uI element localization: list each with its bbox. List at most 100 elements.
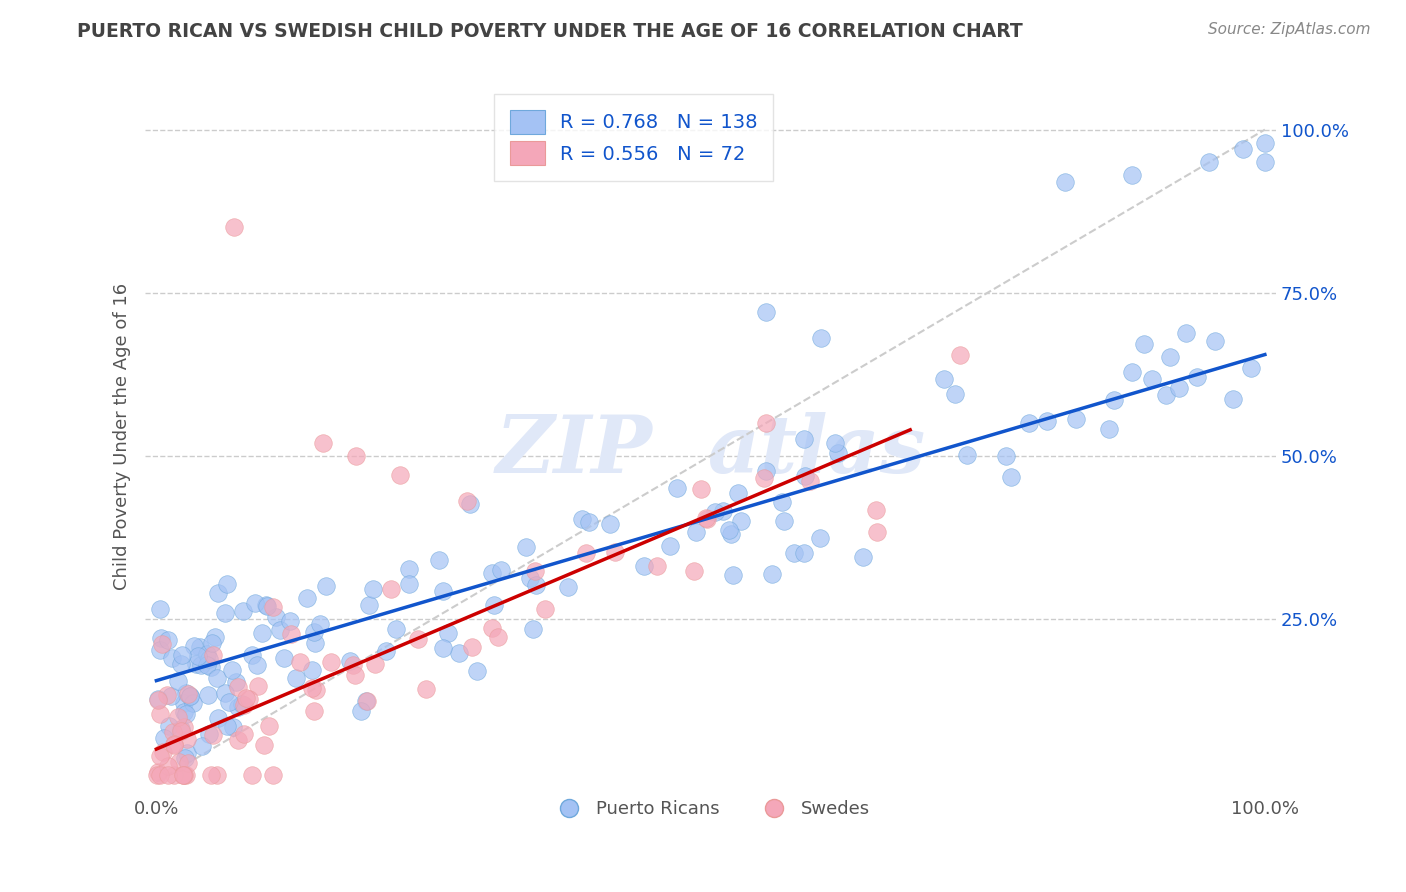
Point: [721, 568, 744, 582]
Point: [195, 658, 218, 673]
Point: [264, 609, 287, 624]
Point: [177, 756, 200, 771]
Point: [222, 720, 245, 734]
Legend: Puerto Ricans, Swedes: Puerto Ricans, Swedes: [544, 793, 877, 825]
Point: [343, 667, 366, 681]
Point: [482, 598, 505, 612]
Point: [1102, 393, 1125, 408]
Point: [200, 660, 222, 674]
Point: [152, 744, 174, 758]
Point: [301, 663, 323, 677]
Point: [436, 625, 458, 640]
Point: [432, 640, 454, 655]
Point: [290, 655, 312, 669]
Point: [145, 768, 167, 782]
Point: [852, 549, 875, 564]
Point: [571, 512, 593, 526]
Point: [456, 494, 478, 508]
Point: [1098, 421, 1121, 435]
Point: [603, 545, 626, 559]
Point: [522, 623, 544, 637]
Point: [156, 759, 179, 773]
Point: [191, 739, 214, 754]
Point: [526, 578, 548, 592]
Point: [304, 636, 326, 650]
Point: [172, 768, 194, 782]
Point: [176, 731, 198, 746]
Point: [1121, 365, 1143, 379]
Point: [557, 580, 579, 594]
Point: [146, 691, 169, 706]
Point: [695, 511, 717, 525]
Point: [256, 599, 278, 613]
Point: [257, 719, 280, 733]
Point: [344, 449, 367, 463]
Point: [465, 664, 488, 678]
Point: [186, 657, 208, 672]
Point: [305, 683, 328, 698]
Point: [246, 679, 269, 693]
Text: PUERTO RICAN VS SWEDISH CHILD POVERTY UNDER THE AGE OF 16 CORRELATION CHART: PUERTO RICAN VS SWEDISH CHILD POVERTY UN…: [77, 22, 1024, 41]
Point: [231, 697, 253, 711]
Point: [321, 655, 343, 669]
Point: [217, 719, 239, 733]
Point: [380, 582, 402, 596]
Point: [188, 640, 211, 655]
Point: [269, 623, 291, 637]
Point: [149, 707, 172, 722]
Point: [415, 681, 437, 696]
Point: [808, 532, 831, 546]
Point: [149, 631, 172, 645]
Point: [183, 639, 205, 653]
Point: [146, 764, 169, 779]
Point: [176, 707, 198, 722]
Point: [1054, 175, 1077, 189]
Point: [356, 693, 378, 707]
Point: [824, 436, 846, 450]
Point: [827, 446, 849, 460]
Point: [222, 220, 245, 235]
Point: [228, 681, 250, 695]
Point: [1168, 381, 1191, 395]
Point: [262, 599, 284, 614]
Point: [187, 648, 209, 663]
Point: [1064, 411, 1087, 425]
Point: [207, 671, 229, 685]
Point: [304, 625, 326, 640]
Point: [1018, 416, 1040, 430]
Point: [162, 651, 184, 665]
Point: [1159, 350, 1181, 364]
Point: [755, 305, 778, 319]
Point: [865, 503, 887, 517]
Point: [170, 657, 193, 672]
Point: [575, 546, 598, 560]
Point: [173, 720, 195, 734]
Point: [460, 640, 482, 655]
Point: [177, 687, 200, 701]
Point: [273, 651, 295, 665]
Text: ZIP  atlas: ZIP atlas: [495, 412, 925, 489]
Point: [176, 746, 198, 760]
Point: [295, 591, 318, 605]
Point: [162, 737, 184, 751]
Point: [183, 696, 205, 710]
Point: [659, 539, 682, 553]
Point: [932, 371, 955, 385]
Point: [302, 704, 325, 718]
Point: [458, 497, 481, 511]
Point: [647, 559, 669, 574]
Y-axis label: Child Poverty Under the Age of 16: Child Poverty Under the Age of 16: [114, 283, 131, 590]
Point: [205, 768, 228, 782]
Point: [515, 540, 537, 554]
Point: [447, 646, 470, 660]
Point: [682, 564, 704, 578]
Point: [278, 614, 301, 628]
Point: [481, 566, 503, 580]
Point: [398, 562, 420, 576]
Point: [1254, 155, 1277, 169]
Point: [406, 632, 429, 646]
Point: [148, 749, 170, 764]
Point: [578, 515, 600, 529]
Point: [173, 768, 195, 782]
Point: [157, 632, 180, 647]
